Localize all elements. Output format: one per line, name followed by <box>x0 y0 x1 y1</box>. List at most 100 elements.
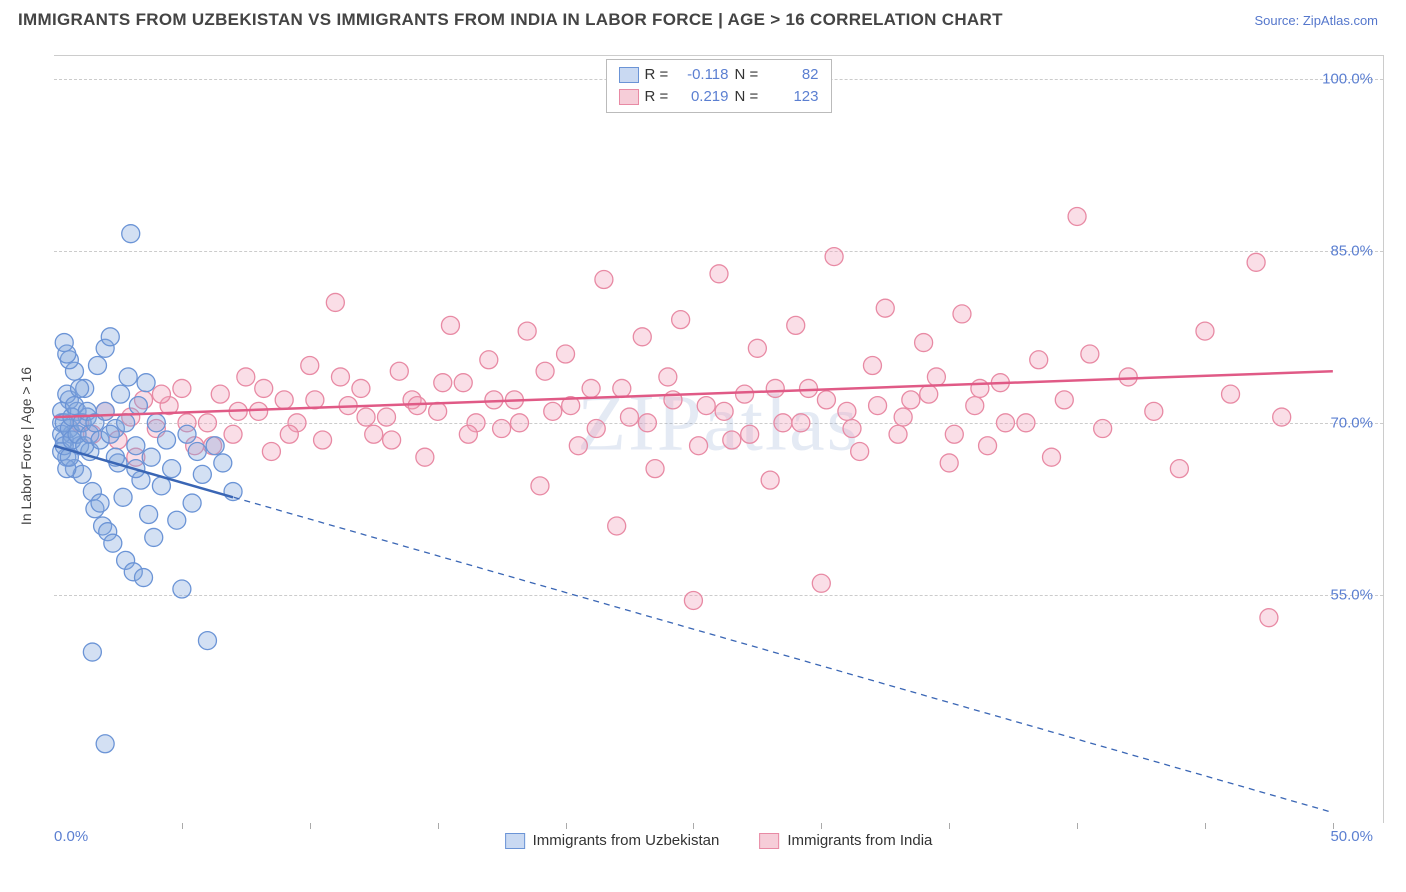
data-point <box>178 425 196 443</box>
x-tick <box>821 823 822 829</box>
data-point <box>723 431 741 449</box>
data-point <box>198 632 216 650</box>
data-point <box>173 580 191 598</box>
data-point <box>454 374 472 392</box>
data-point <box>544 402 562 420</box>
data-point <box>774 414 792 432</box>
data-point <box>902 391 920 409</box>
data-point <box>416 448 434 466</box>
swatch-india <box>619 89 639 105</box>
data-point <box>119 368 137 386</box>
r-value: -0.118 <box>679 64 729 86</box>
data-point <box>557 345 575 363</box>
legend-label: Immigrants from India <box>787 832 932 849</box>
data-point <box>352 379 370 397</box>
data-point <box>1145 402 1163 420</box>
swatch-india <box>759 833 779 849</box>
x-tick <box>182 823 183 829</box>
data-point <box>198 414 216 432</box>
data-point <box>112 385 130 403</box>
data-point <box>434 374 452 392</box>
data-point <box>237 368 255 386</box>
data-point <box>800 379 818 397</box>
data-point <box>163 460 181 478</box>
legend-row-uzbekistan: R = -0.118 N = 82 <box>619 64 819 86</box>
data-point <box>224 483 242 501</box>
data-point <box>145 528 163 546</box>
n-label: N = <box>735 86 763 108</box>
x-tick <box>438 823 439 829</box>
data-point <box>206 437 224 455</box>
data-point <box>280 425 298 443</box>
data-point <box>940 454 958 472</box>
x-tick <box>1205 823 1206 829</box>
data-point <box>152 385 170 403</box>
data-point <box>613 379 631 397</box>
y-axis-label: In Labor Force | Age > 16 <box>18 367 34 525</box>
data-point <box>214 454 232 472</box>
n-value: 123 <box>769 86 819 108</box>
data-point <box>390 362 408 380</box>
data-point <box>927 368 945 386</box>
data-point <box>1017 414 1035 432</box>
data-point <box>569 437 587 455</box>
data-point <box>646 460 664 478</box>
data-point <box>889 425 907 443</box>
data-point <box>971 379 989 397</box>
data-point <box>697 397 715 415</box>
data-point <box>518 322 536 340</box>
data-point <box>55 334 73 352</box>
data-point <box>1196 322 1214 340</box>
data-point <box>920 385 938 403</box>
data-point <box>331 368 349 386</box>
data-point <box>96 402 114 420</box>
data-point <box>659 368 677 386</box>
data-point <box>748 339 766 357</box>
data-point <box>193 465 211 483</box>
data-point <box>825 248 843 266</box>
data-point <box>945 425 963 443</box>
data-point <box>863 356 881 374</box>
swatch-uzbekistan <box>619 67 639 83</box>
data-point <box>966 397 984 415</box>
data-point <box>255 379 273 397</box>
data-point <box>536 362 554 380</box>
data-point <box>792 414 810 432</box>
data-point <box>96 735 114 753</box>
data-point <box>787 316 805 334</box>
data-point <box>104 534 122 552</box>
data-point <box>1222 385 1240 403</box>
data-point <box>127 437 145 455</box>
legend-item-uzbekistan: Immigrants from Uzbekistan <box>505 832 720 849</box>
data-point <box>188 442 206 460</box>
data-point <box>147 414 165 432</box>
x-axis-origin: 0.0% <box>54 828 88 845</box>
data-point <box>459 425 477 443</box>
data-point <box>736 385 754 403</box>
data-point <box>869 397 887 415</box>
x-tick <box>949 823 950 829</box>
chart-plot-area: 100.0%85.0%70.0%55.0% ZIPatlas R = -0.11… <box>54 55 1384 823</box>
data-point <box>620 408 638 426</box>
legend-row-india: R = 0.219 N = 123 <box>619 86 819 108</box>
data-point <box>275 391 293 409</box>
data-point <box>135 569 153 587</box>
data-point <box>250 402 268 420</box>
correlation-legend: R = -0.118 N = 82 R = 0.219 N = 123 <box>606 59 832 113</box>
data-point <box>672 311 690 329</box>
x-tick <box>693 823 694 829</box>
data-point <box>894 408 912 426</box>
r-label: R = <box>645 86 673 108</box>
data-point <box>838 402 856 420</box>
data-point <box>383 431 401 449</box>
data-point <box>531 477 549 495</box>
data-point <box>224 425 242 443</box>
data-point <box>843 420 861 438</box>
legend-item-india: Immigrants from India <box>759 832 932 849</box>
data-point <box>915 334 933 352</box>
data-point <box>1273 408 1291 426</box>
data-point <box>1260 609 1278 627</box>
data-point <box>88 356 106 374</box>
data-point <box>1081 345 1099 363</box>
data-point <box>741 425 759 443</box>
